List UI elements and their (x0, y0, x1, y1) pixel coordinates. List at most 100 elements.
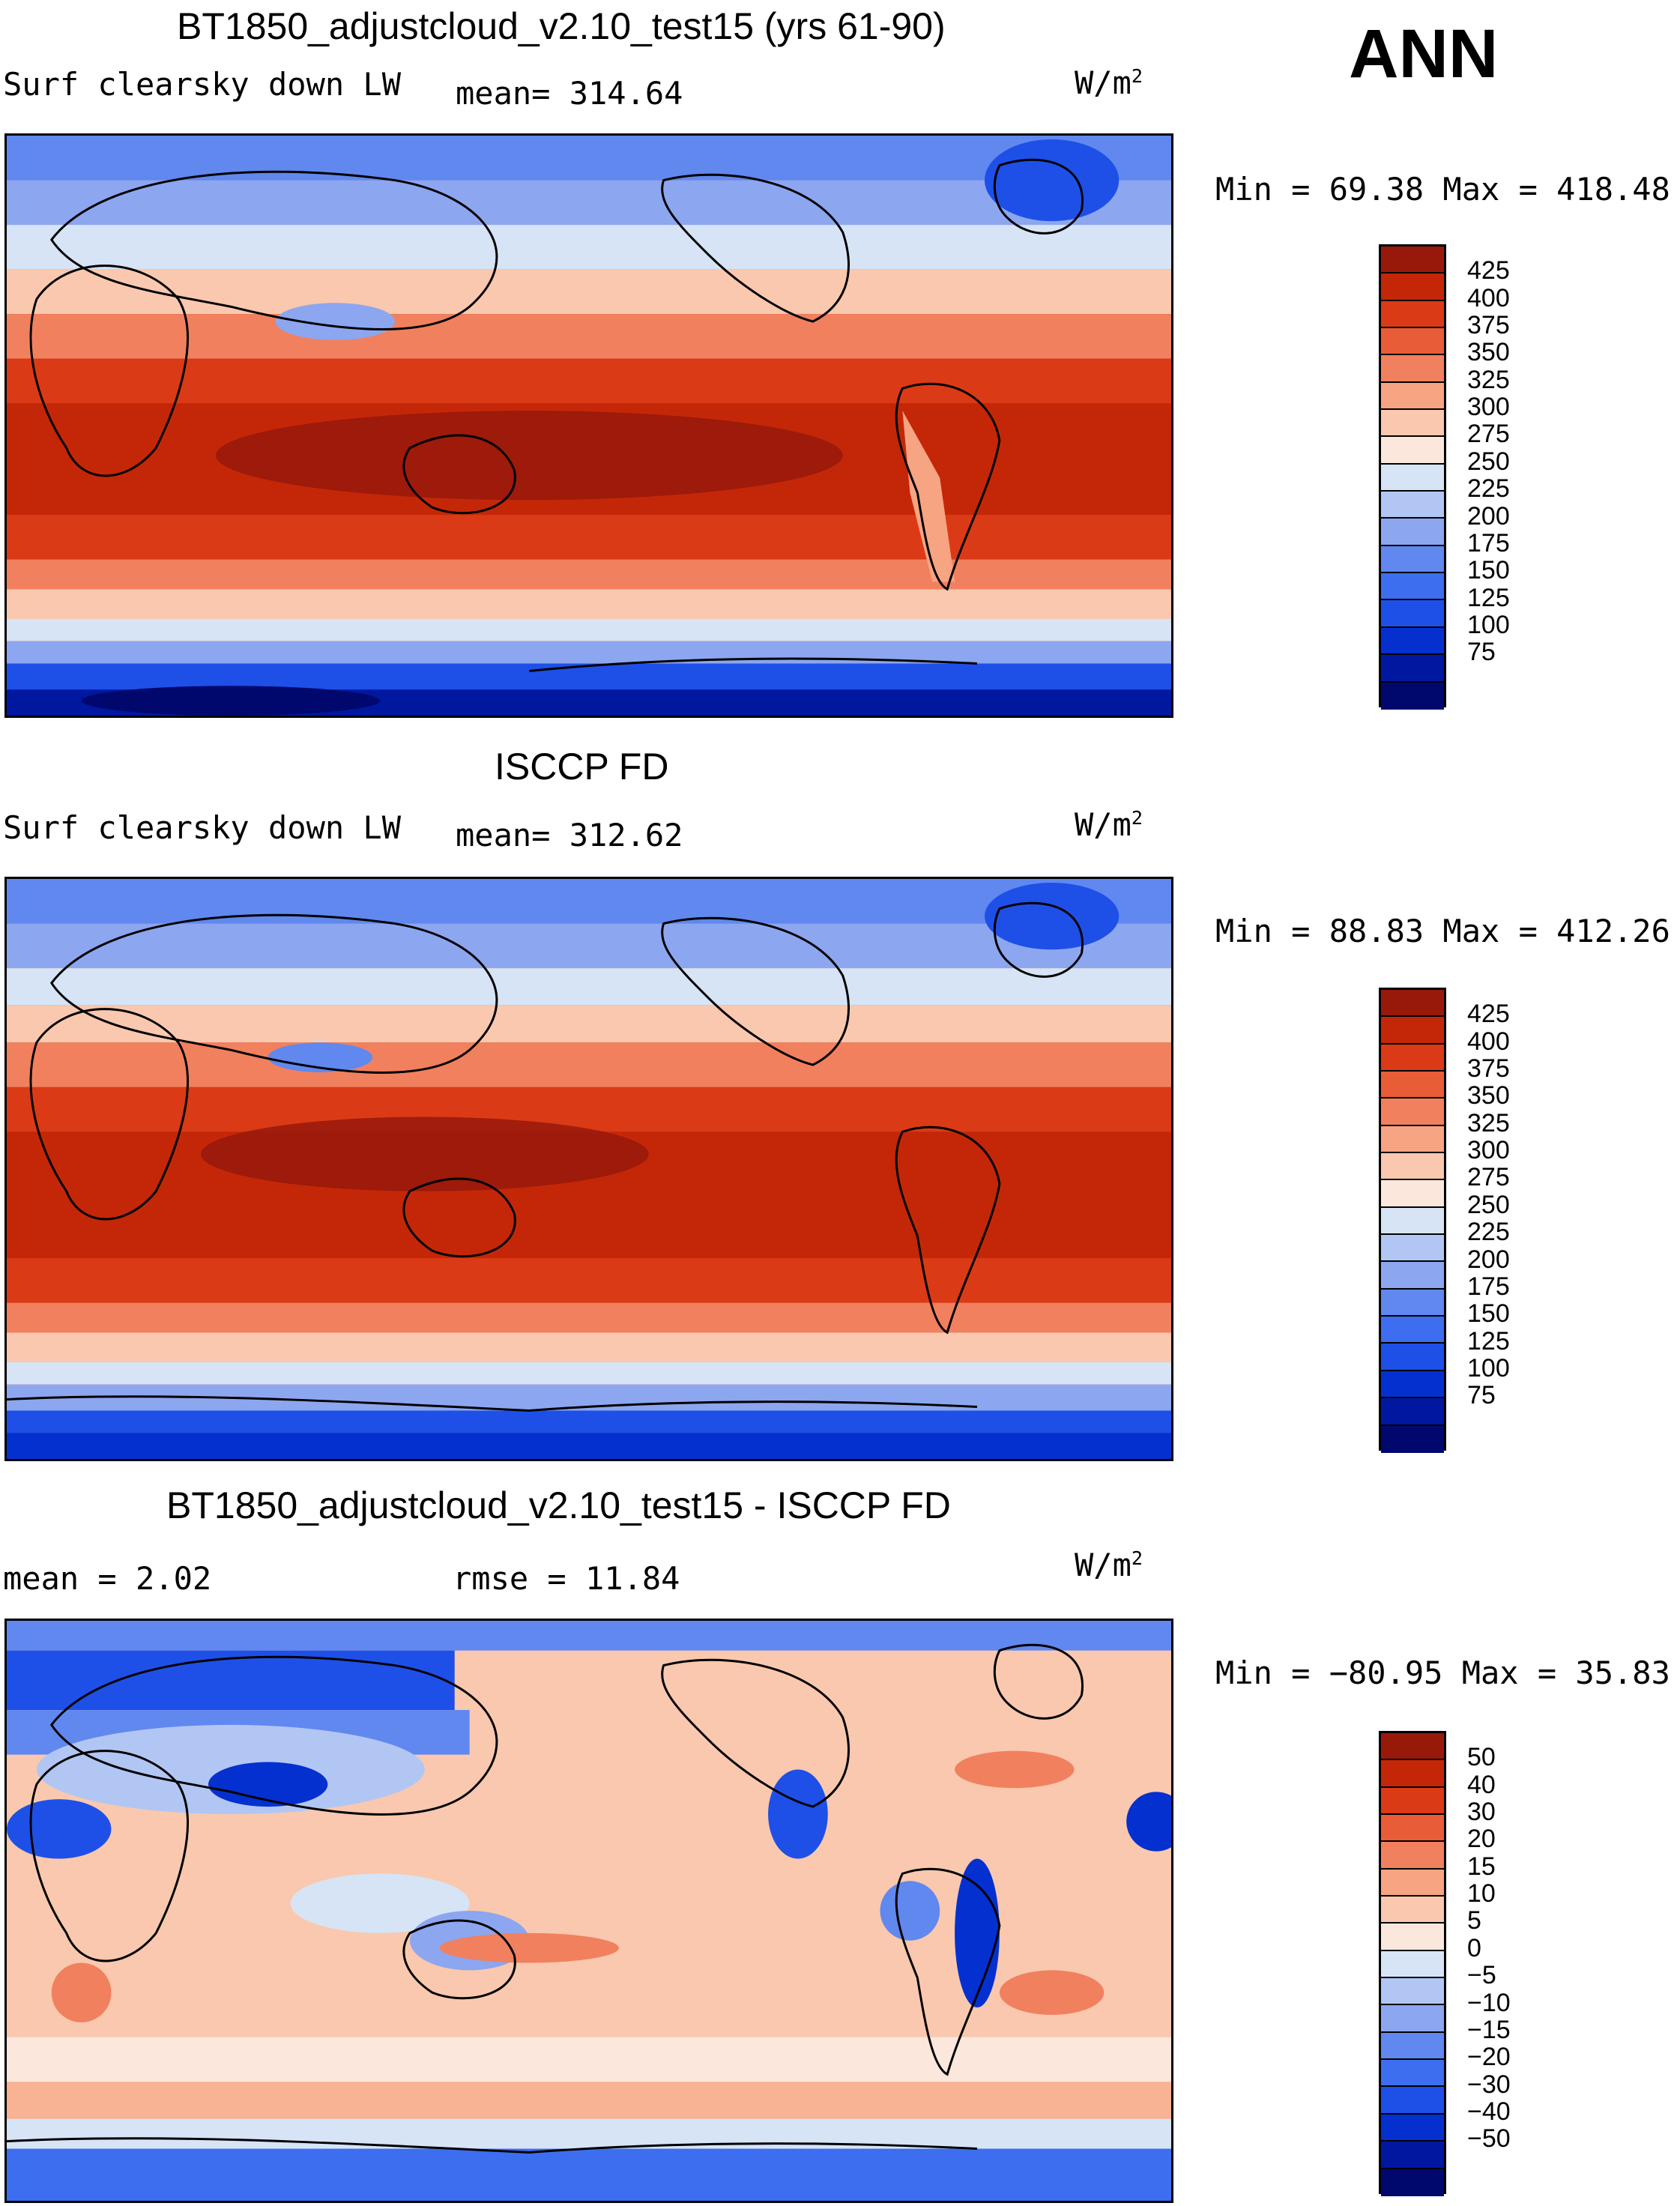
colorbar-tick-label: 350 (1467, 338, 1510, 367)
colorbar-tick-label: 50 (1467, 1743, 1496, 1772)
colorbar-segment (1381, 1125, 1444, 1154)
panel2-title: ISCCP FD (495, 746, 669, 788)
colorbar-segment (1381, 1950, 1444, 1979)
colorbar-segment (1381, 990, 1444, 1018)
panel2-units: W/m2 (1075, 806, 1143, 843)
colorbar-segment (1381, 247, 1444, 274)
colorbar-tick-label: 425 (1467, 256, 1510, 285)
panel1-colorbar (1379, 244, 1446, 710)
colorbar-segment (1381, 274, 1444, 301)
colorbar-segment (1381, 1924, 1444, 1951)
colorbar-segment (1381, 573, 1444, 601)
colorbar-tick-label: −15 (1467, 2015, 1511, 2044)
colorbar-segment (1381, 2060, 1444, 2088)
panel1-variable-label: Surf clearsky down LW (3, 66, 402, 103)
colorbar-segment (1381, 1842, 1444, 1870)
colorbar-segment (1381, 1869, 1444, 1897)
colorbar-segment (1381, 682, 1444, 710)
panel3-colorbar (1379, 1731, 1446, 2196)
colorbar-tick-label: 150 (1467, 1299, 1510, 1329)
panel1-minmax: Min = 69.38 Max = 418.48 (1215, 171, 1670, 208)
colorbar-tick-label: 175 (1467, 1272, 1510, 1301)
panel1-map (4, 133, 1173, 718)
colorbar-segment (1381, 1733, 1444, 1761)
panel2-variable-label: Surf clearsky down LW (3, 809, 402, 846)
colorbar-segment (1381, 1180, 1444, 1208)
panel2-map (4, 877, 1173, 1461)
panel1-mean-label: mean= 314.64 (456, 75, 683, 112)
colorbar-tick-label: 75 (1467, 638, 1496, 667)
panel1-units: W/m2 (1075, 64, 1143, 101)
colorbar-tick-label: −50 (1467, 2124, 1511, 2154)
colorbar-segment (1381, 437, 1444, 465)
colorbar-segment (1381, 1317, 1444, 1344)
colorbar-tick-label: 200 (1467, 501, 1510, 531)
colorbar-segment (1381, 1344, 1444, 1371)
colorbar-tick-label: 0 (1467, 1933, 1481, 1962)
colorbar-segment (1381, 2005, 1444, 2033)
colorbar-segment (1381, 300, 1444, 329)
colorbar-tick-label: 200 (1467, 1245, 1510, 1274)
colorbar-tick-label: 20 (1467, 1825, 1496, 1854)
colorbar-segment (1381, 355, 1444, 383)
colorbar-segment (1381, 600, 1444, 628)
colorbar-tick-label: 400 (1467, 1027, 1510, 1056)
panel2-minmax: Min = 88.83 Max = 412.26 (1215, 913, 1670, 949)
panel3-units: W/m2 (1075, 1547, 1143, 1583)
panel3-title: BT1850_adjustcloud_v2.10_test15 - ISCCP … (166, 1484, 951, 1526)
colorbar-tick-label: 325 (1467, 365, 1510, 394)
colorbar-tick-label: 225 (1467, 474, 1510, 504)
panel3-map (4, 1619, 1173, 2203)
colorbar-segment (1381, 1425, 1444, 1453)
colorbar-tick-label: 15 (1467, 1852, 1496, 1881)
colorbar-segment (1381, 1262, 1444, 1290)
colorbar-segment (1381, 1289, 1444, 1317)
colorbar-segment (1381, 1099, 1444, 1126)
colorbar-tick-label: 5 (1467, 1906, 1481, 1935)
colorbar-tick-label: −20 (1467, 2043, 1511, 2072)
colorbar-tick-label: −5 (1467, 1961, 1496, 1990)
colorbar-tick-label: 75 (1467, 1381, 1496, 1410)
colorbar-tick-label: 125 (1467, 583, 1510, 612)
colorbar-tick-label: −30 (1467, 2070, 1511, 2099)
colorbar-segment (1381, 1207, 1444, 1236)
colorbar-tick-label: 40 (1467, 1770, 1496, 1799)
panel1-title: BT1850_adjustcloud_v2.10_test15 (yrs 61-… (177, 5, 946, 47)
colorbar-tick-label: 225 (1467, 1218, 1510, 1247)
colorbar-segment (1381, 655, 1444, 683)
colorbar-tick-label: 250 (1467, 447, 1510, 476)
colorbar-segment (1381, 1787, 1444, 1816)
colorbar-tick-label: 30 (1467, 1798, 1496, 1827)
colorbar-tick-label: 425 (1467, 1000, 1510, 1029)
colorbar-tick-label: −40 (1467, 2097, 1511, 2126)
colorbar-segment (1381, 382, 1444, 411)
colorbar-segment (1381, 519, 1444, 546)
colorbar-segment (1381, 1815, 1444, 1843)
colorbar-tick-label: 350 (1467, 1081, 1510, 1110)
colorbar-tick-label: 100 (1467, 1353, 1510, 1382)
colorbar-tick-label: 375 (1467, 1054, 1510, 1084)
colorbar-segment (1381, 410, 1444, 438)
colorbar-segment (1381, 546, 1444, 574)
colorbar-segment (1381, 328, 1444, 356)
colorbar-segment (1381, 1371, 1444, 1399)
colorbar-segment (1381, 1017, 1444, 1045)
colorbar-segment (1381, 627, 1444, 656)
colorbar-tick-label: 275 (1467, 1163, 1510, 1192)
colorbar-segment (1381, 2114, 1444, 2142)
colorbar-tick-label: −10 (1467, 1988, 1511, 2017)
season-label: ANN (1349, 16, 1499, 92)
colorbar-tick-label: 375 (1467, 311, 1510, 340)
colorbar-segment (1381, 1235, 1444, 1263)
colorbar-tick-label: 100 (1467, 610, 1510, 639)
colorbar-segment (1381, 1398, 1444, 1426)
colorbar-segment (1381, 2087, 1444, 2115)
panel3-rmse-label: rmse = 11.84 (453, 1560, 680, 1597)
colorbar-segment (1381, 1153, 1444, 1181)
colorbar-tick-label: 300 (1467, 1136, 1510, 1165)
colorbar-tick-label: 125 (1467, 1326, 1510, 1356)
panel3-mean-label: mean = 2.02 (3, 1560, 212, 1597)
colorbar-segment (1381, 1978, 1444, 2006)
colorbar-segment (1381, 1897, 1444, 1924)
colorbar-tick-label: 150 (1467, 556, 1510, 585)
